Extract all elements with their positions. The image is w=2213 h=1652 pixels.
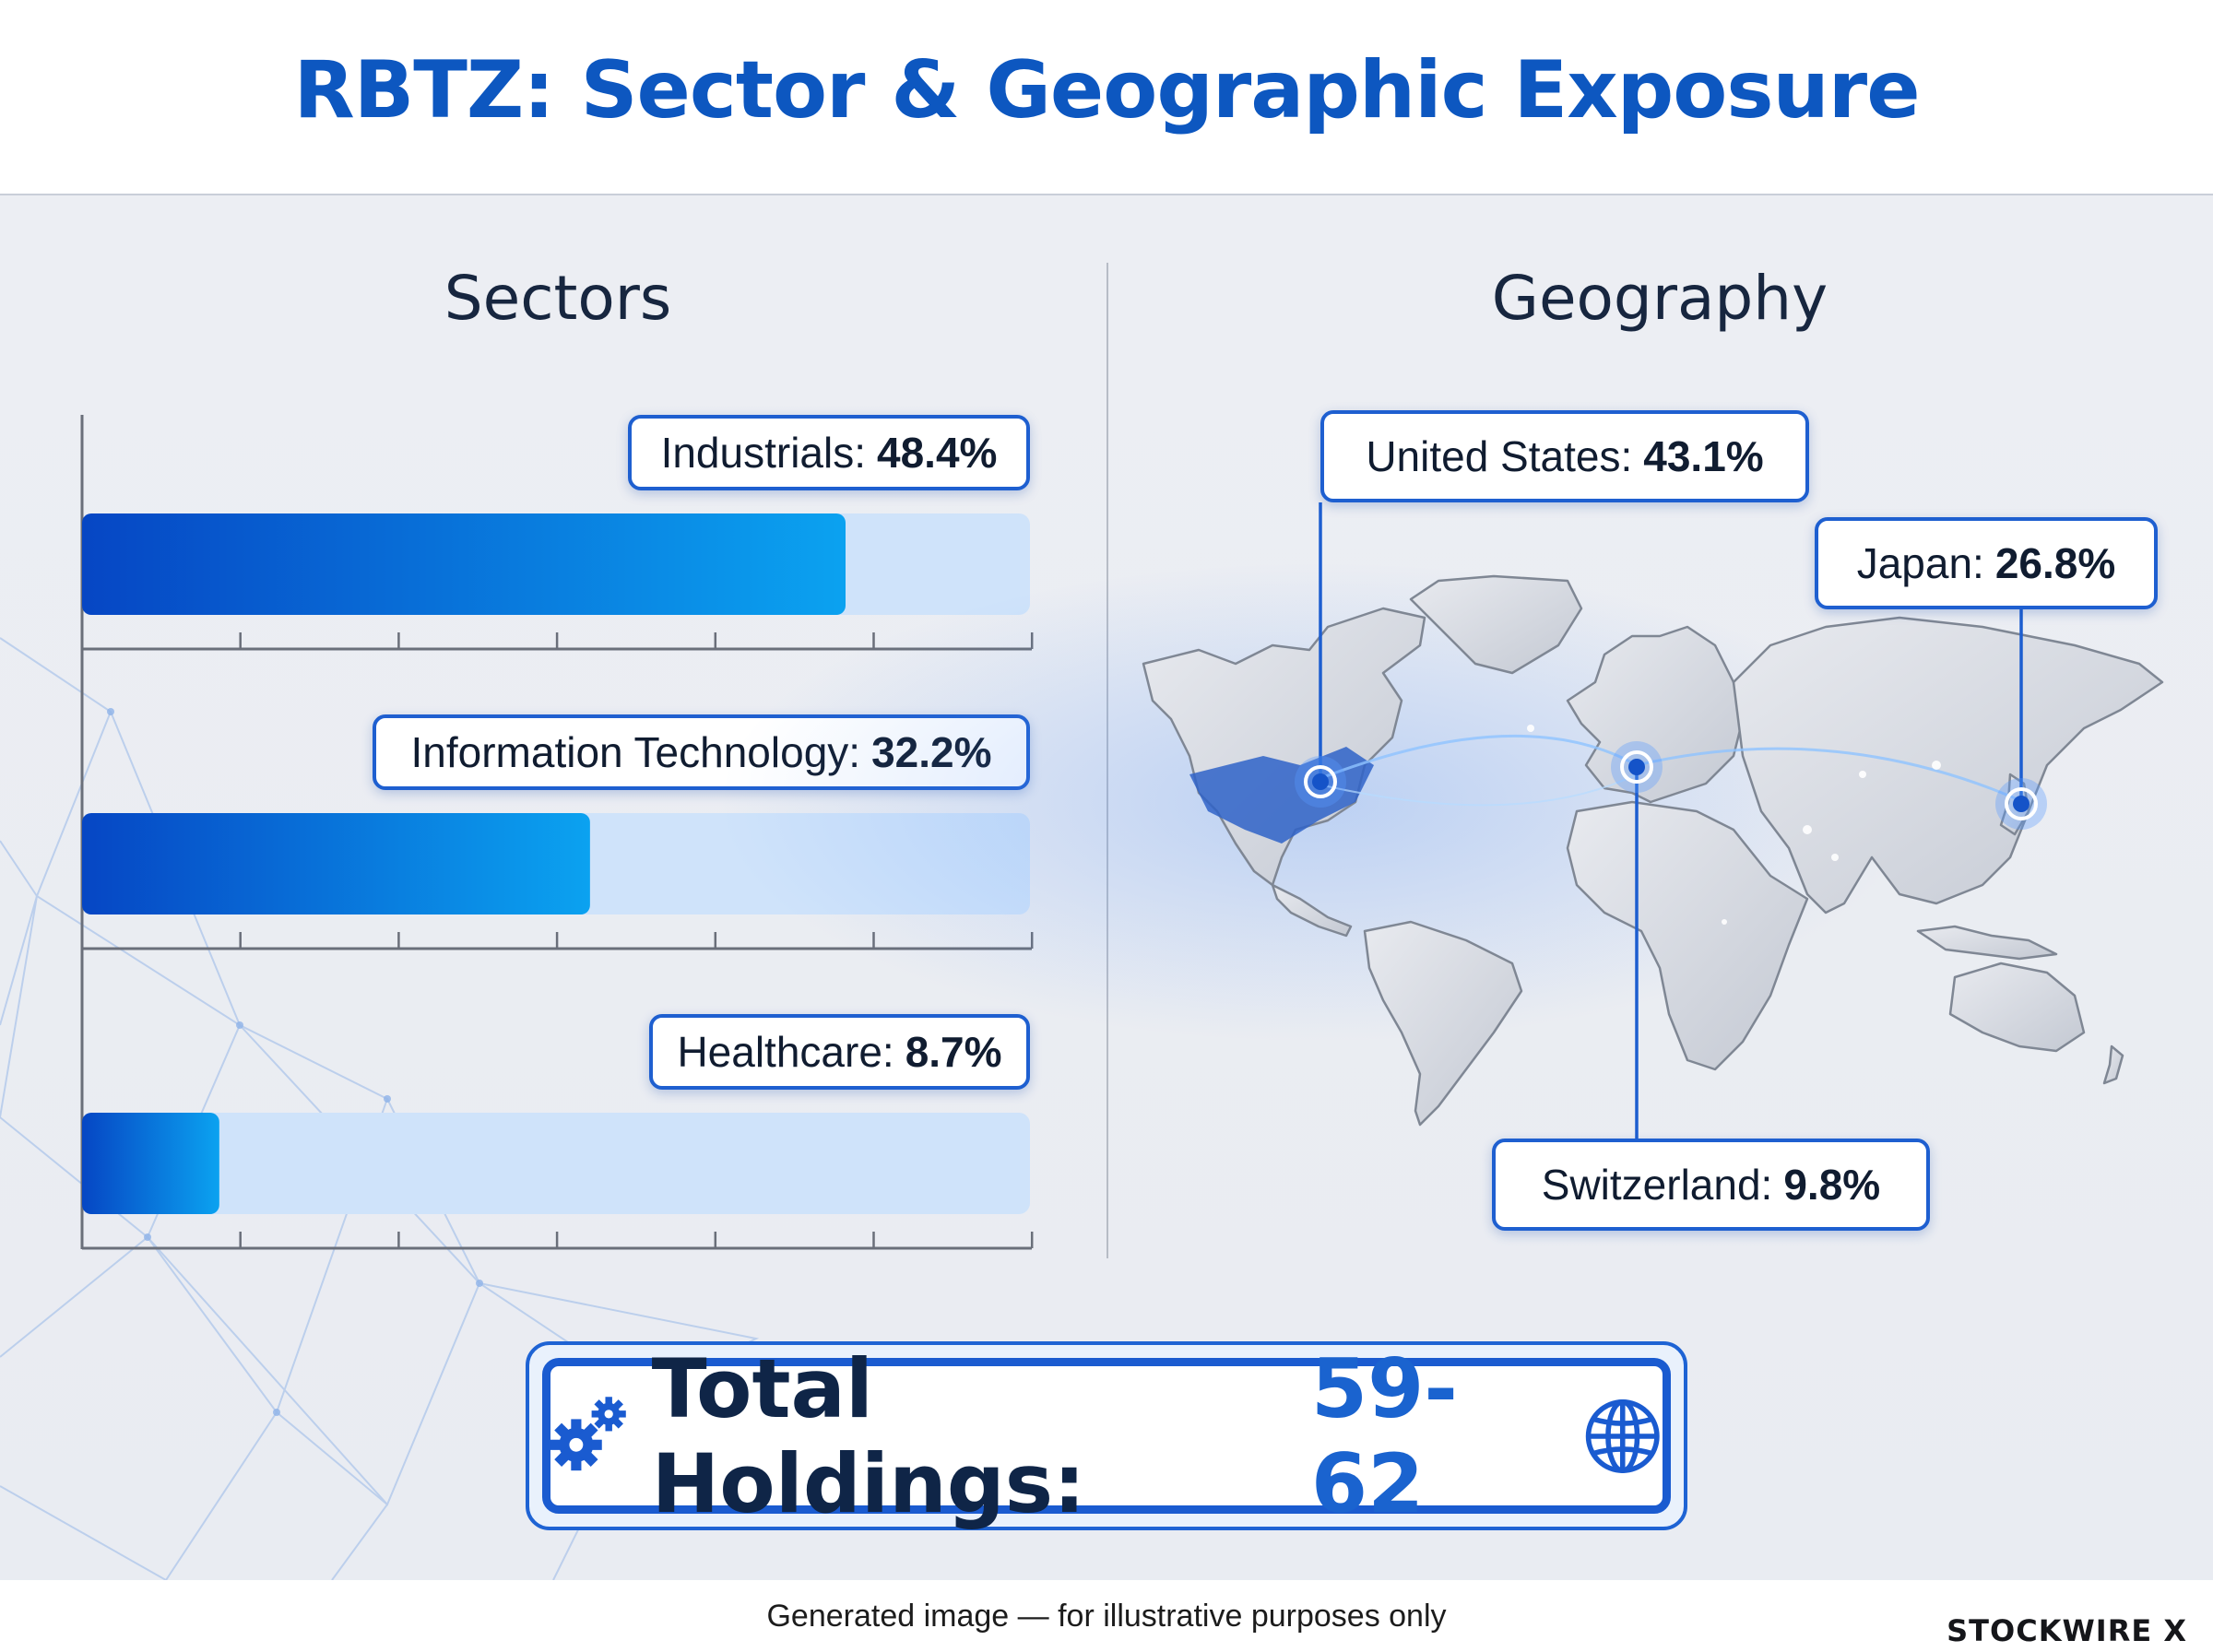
pin-ring-united-states: [1304, 765, 1337, 798]
australia-shape: [1948, 962, 2086, 1053]
geography-heading: Geography: [1491, 263, 1828, 334]
geo-callout-japan: Japan: 26.8%: [1815, 517, 2158, 609]
pin-united-states: [1312, 773, 1329, 790]
pin-switzerland: [1628, 759, 1645, 775]
sector-callout-healthcare-label: Healthcare:: [677, 1028, 894, 1076]
pin-ring-japan: [2005, 787, 2038, 820]
footer-note: Generated image — for illustrative purpo…: [766, 1599, 1447, 1634]
header: RBTZ: Sector & Geographic Exposure: [0, 0, 2213, 195]
total-holdings-frame: Total Holdings: 59-62: [542, 1341, 1671, 1531]
brand-logo: STOCKWIRE X: [1947, 1613, 2187, 1648]
greenland-shape: [1409, 574, 1583, 675]
globe-icon: [1586, 1398, 1661, 1473]
connection-arc-secondary: [1322, 773, 1638, 807]
gears-icon: [550, 1396, 626, 1470]
indonesia-shape: [1916, 925, 2058, 961]
geo-callout-switzerland-label: Switzerland:: [1541, 1161, 1773, 1209]
geo-callout-united-states: United States: 43.1%: [1320, 410, 1809, 502]
sectors-heading: Sectors: [444, 263, 672, 334]
geo-callout-united-states-label: United States:: [1366, 432, 1633, 480]
pin-ring-switzerland: [1620, 750, 1653, 784]
bar-industrials: [82, 513, 846, 615]
pin-japan: [2013, 796, 2030, 812]
africa-shape: [1566, 800, 1809, 1071]
europe-shape: [1566, 625, 1745, 804]
central-america-shape: [1271, 883, 1353, 938]
south-america-shape: [1363, 920, 1523, 1127]
page-title: RBTZ: Sector & Geographic Exposure: [293, 44, 1920, 136]
sector-callout-healthcare: Healthcare: 8.7%: [649, 1014, 1030, 1090]
geo-callout-switzerland: Switzerland: 9.8%: [1492, 1139, 1930, 1231]
total-holdings-text: Total Holdings: 59-62: [550, 1341, 1663, 1531]
sector-callout-healthcare-value: 8.7%: [905, 1028, 1002, 1076]
asia-shape: [1732, 616, 2164, 914]
bar-track-healthcare: [82, 1113, 1030, 1214]
new-zealand-shape: [2102, 1044, 2124, 1085]
geo-callout-united-states-value: 43.1%: [1643, 432, 1764, 480]
total-holdings-panel: Total Holdings: 59-62: [526, 1341, 1687, 1531]
sector-callout-industrials-label: Industrials:: [660, 429, 866, 477]
total-holdings-value: 59-62: [1310, 1340, 1458, 1531]
sector-callout-industrials-value: 48.4%: [877, 429, 998, 477]
geo-callout-switzerland-value: 9.8%: [1783, 1161, 1881, 1209]
total-holdings-label: Total Holdings:: [651, 1340, 1086, 1531]
sector-callout-industrials: Industrials: 48.4%: [628, 415, 1030, 490]
geo-callout-japan-label: Japan:: [1856, 539, 1984, 587]
geo-callout-japan-value: 26.8%: [1994, 539, 2116, 587]
bar-information-technology: [82, 813, 590, 914]
bar-healthcare: [82, 1113, 219, 1214]
